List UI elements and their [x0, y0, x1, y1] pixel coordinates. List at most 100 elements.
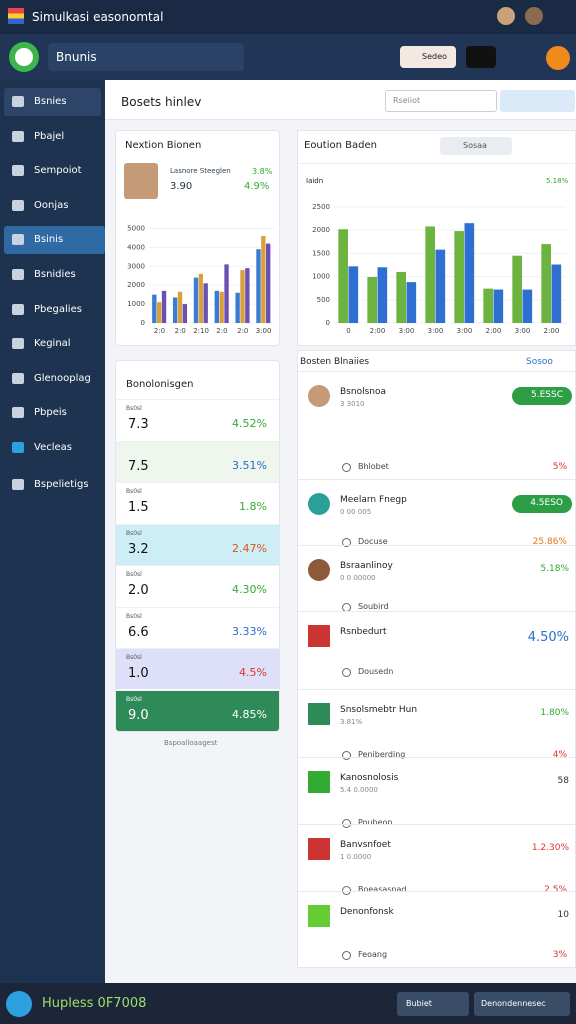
- nav-icon: [12, 199, 24, 211]
- item-detail: Feoang: [358, 950, 388, 959]
- bar: [464, 223, 475, 323]
- nav-label: Bsinis: [34, 234, 64, 246]
- search-box[interactable]: [385, 90, 497, 112]
- nav-label: Vecleas: [34, 442, 72, 453]
- item-subtitle: 3 3010: [340, 400, 365, 408]
- photo: [124, 163, 158, 199]
- stat-row: [116, 523, 279, 565]
- chart: 0 1000 2000 3000 4000 5000 2:0 2:0 2:10 2:0 2:0 3:0…: [127, 224, 274, 335]
- app-icon: [8, 8, 24, 24]
- search-placeholder: Rseiiot: [393, 96, 421, 105]
- y-tick-label: 3000: [127, 262, 145, 270]
- name: Lasnore Steeglen: [170, 167, 231, 175]
- bar: [261, 236, 266, 323]
- top-bar: Simulkasi easonomtal: [0, 0, 576, 34]
- avatar: [308, 703, 330, 725]
- badge[interactable]: [512, 495, 572, 513]
- list-card: Bosten Blnaiies Sosoo Bsnolsnoa 3 3010 5.E…: [297, 350, 576, 968]
- button-label: Sedeo: [422, 52, 447, 61]
- button-label: Sosaa: [463, 141, 487, 150]
- detail-value: 25.86%: [532, 537, 567, 547]
- item-detail: Peniberding: [358, 750, 406, 759]
- y-tick-label: 0: [141, 319, 145, 327]
- button[interactable]: [397, 992, 469, 1016]
- bar: [256, 249, 261, 323]
- stat-row: [116, 440, 279, 482]
- bar: [172, 297, 178, 323]
- item-detail: Bhlobet: [358, 462, 389, 471]
- stat-value: 3.2: [128, 541, 149, 557]
- stat-label: Bs0sl: [126, 405, 142, 412]
- bar: [193, 277, 199, 323]
- list-row: [298, 689, 576, 690]
- bar: [219, 291, 224, 323]
- detail-icon: [342, 538, 351, 547]
- nav-icon: [12, 407, 24, 419]
- x-tick-label: 3:00: [256, 327, 272, 335]
- nav-icon: [12, 234, 24, 246]
- button[interactable]: [474, 992, 570, 1016]
- stat-value: 6.6: [128, 624, 149, 640]
- bar: [152, 294, 157, 323]
- card-action[interactable]: Sosoo: [526, 357, 553, 367]
- item-detail: Dousedn: [358, 667, 394, 676]
- toolbar[interactable]: [500, 90, 575, 112]
- nav-label: Keginal: [34, 338, 71, 350]
- bar: [245, 268, 250, 323]
- legend-value: 5.18%: [546, 177, 569, 185]
- x-tick-label: 0: [346, 327, 350, 335]
- bar: [493, 289, 504, 323]
- item-value: 4.5ESO: [530, 498, 563, 508]
- detail-icon: [342, 819, 351, 828]
- bar: [541, 244, 551, 323]
- x-tick-label: 2:0: [154, 327, 165, 335]
- item-value: 1.80%: [540, 708, 569, 718]
- stat-value: 1.5: [128, 500, 149, 515]
- bar: [240, 270, 245, 323]
- item-title: Rsnbedurt: [340, 627, 387, 637]
- item-subtitle: 5.4 0.0000: [340, 786, 378, 794]
- button[interactable]: [400, 46, 456, 68]
- change: 3.8%: [252, 167, 273, 176]
- stat-change: 3.33%: [232, 624, 267, 638]
- x-tick-label: 2:00: [544, 327, 560, 335]
- logo: [9, 42, 39, 72]
- sidebar: Bsnies Pbajel Sempoiot Oonjas Bsinis Bsnidies…: [0, 80, 105, 983]
- nav-label: Glenooplag: [34, 372, 91, 384]
- y-tick-label: 1500: [312, 249, 330, 257]
- button-label: Denondennesec: [481, 999, 546, 1008]
- y-tick-label: 0: [326, 319, 330, 327]
- button[interactable]: [466, 46, 496, 68]
- card-title: Nextion Bionen: [125, 140, 202, 151]
- bar: [203, 283, 208, 323]
- card-title: Bonolonisgen: [126, 379, 194, 390]
- nav-label: Bspelietigs: [34, 478, 89, 490]
- y-tick-label: 2000: [127, 281, 145, 289]
- detail-value: 2.5%: [544, 885, 567, 895]
- avatar[interactable]: [525, 7, 543, 25]
- search[interactable]: [48, 43, 244, 71]
- nav-label: Bsnidies: [34, 269, 76, 280]
- detail-value: 4%: [552, 750, 567, 760]
- y-tick-label: 1000: [312, 273, 330, 281]
- x-tick-label: 3:00: [428, 327, 444, 335]
- bar: [435, 249, 446, 323]
- item-detail: Boeasasnad: [358, 885, 407, 894]
- badge[interactable]: [512, 387, 572, 405]
- avatar: [308, 493, 330, 515]
- item-value: 10: [557, 910, 569, 920]
- avatar: [308, 559, 330, 581]
- stat-label: Bs0sl: [126, 571, 142, 578]
- button[interactable]: [440, 137, 512, 155]
- bar: [483, 288, 493, 323]
- item-value: 5.ESSC: [531, 390, 563, 400]
- bar: [406, 282, 417, 323]
- change: 4.9%: [244, 181, 270, 192]
- avatar[interactable]: [497, 7, 515, 25]
- y-tick-label: 2000: [312, 226, 330, 234]
- stat-value: 2.0: [128, 583, 149, 598]
- notify[interactable]: [546, 46, 570, 70]
- item-value: 4.50%: [527, 630, 569, 645]
- nav-label: Bsnies: [34, 96, 67, 107]
- item-title: Snsolsmebtr Hun: [340, 705, 418, 715]
